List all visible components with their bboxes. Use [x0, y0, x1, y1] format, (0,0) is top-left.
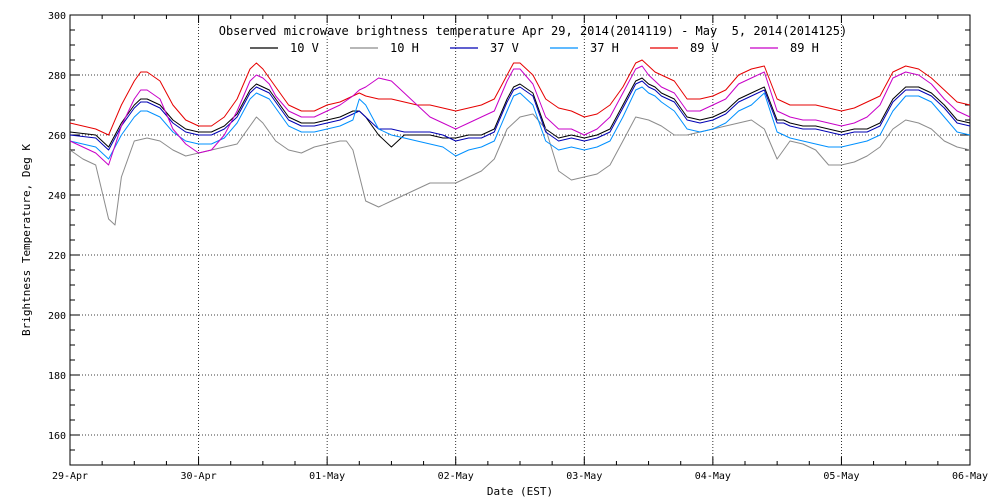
series-line-10-h: [69, 113, 971, 226]
legend-label-37-v: 37 V: [490, 41, 519, 55]
chart-title: Observed microwave brightness temperatur…: [219, 24, 848, 38]
plot-frame: [69, 14, 971, 466]
y-axis-title: Brightness Temperature, Deg K: [20, 144, 33, 336]
series-line-89-h: [69, 65, 971, 166]
series-line-37-v: [69, 80, 971, 151]
legend-label-10-v: 10 V: [290, 41, 319, 55]
x-tick-label: 03-May: [566, 471, 602, 482]
y-tick-label: 300: [48, 11, 66, 22]
legend: 10 V 10 H 37 V 37 H 89 V 89 H: [250, 41, 819, 55]
x-tick-label: 05-May: [823, 471, 859, 482]
x-tick-label: 02-May: [438, 471, 474, 482]
legend-label-37-h: 37 H: [590, 41, 619, 55]
series-line-89-v: [69, 59, 971, 136]
x-tick-label: 04-May: [695, 471, 731, 482]
legend-label-89-v: 89 V: [690, 41, 719, 55]
grid-layer: [70, 15, 970, 465]
x-tick-label: 06-May: [952, 471, 988, 482]
legend-label-89-h: 89 H: [790, 41, 819, 55]
y-tick-label: 260: [48, 131, 66, 142]
ticks-layer: 29-Apr 30-Apr 01-May 02-May 03-May 04-May 05-M…: [48, 11, 988, 482]
y-tick-label: 240: [48, 191, 66, 202]
y-tick-label: 160: [48, 431, 66, 442]
x-tick-label: 29-Apr: [52, 471, 88, 482]
legend-label-10-h: 10 H: [390, 41, 419, 55]
x-tick-label: 30-Apr: [181, 471, 217, 482]
y-tick-label: 200: [48, 311, 66, 322]
series-layer: [69, 59, 971, 226]
y-tick-label: 180: [48, 371, 66, 382]
series-line-10-v: [69, 77, 971, 148]
y-tick-label: 220: [48, 251, 66, 262]
y-tick-label: 280: [48, 71, 66, 82]
series-line-37-h: [69, 86, 971, 160]
x-tick-label: 01-May: [309, 471, 345, 482]
x-axis-title: Date (EST): [487, 485, 553, 498]
